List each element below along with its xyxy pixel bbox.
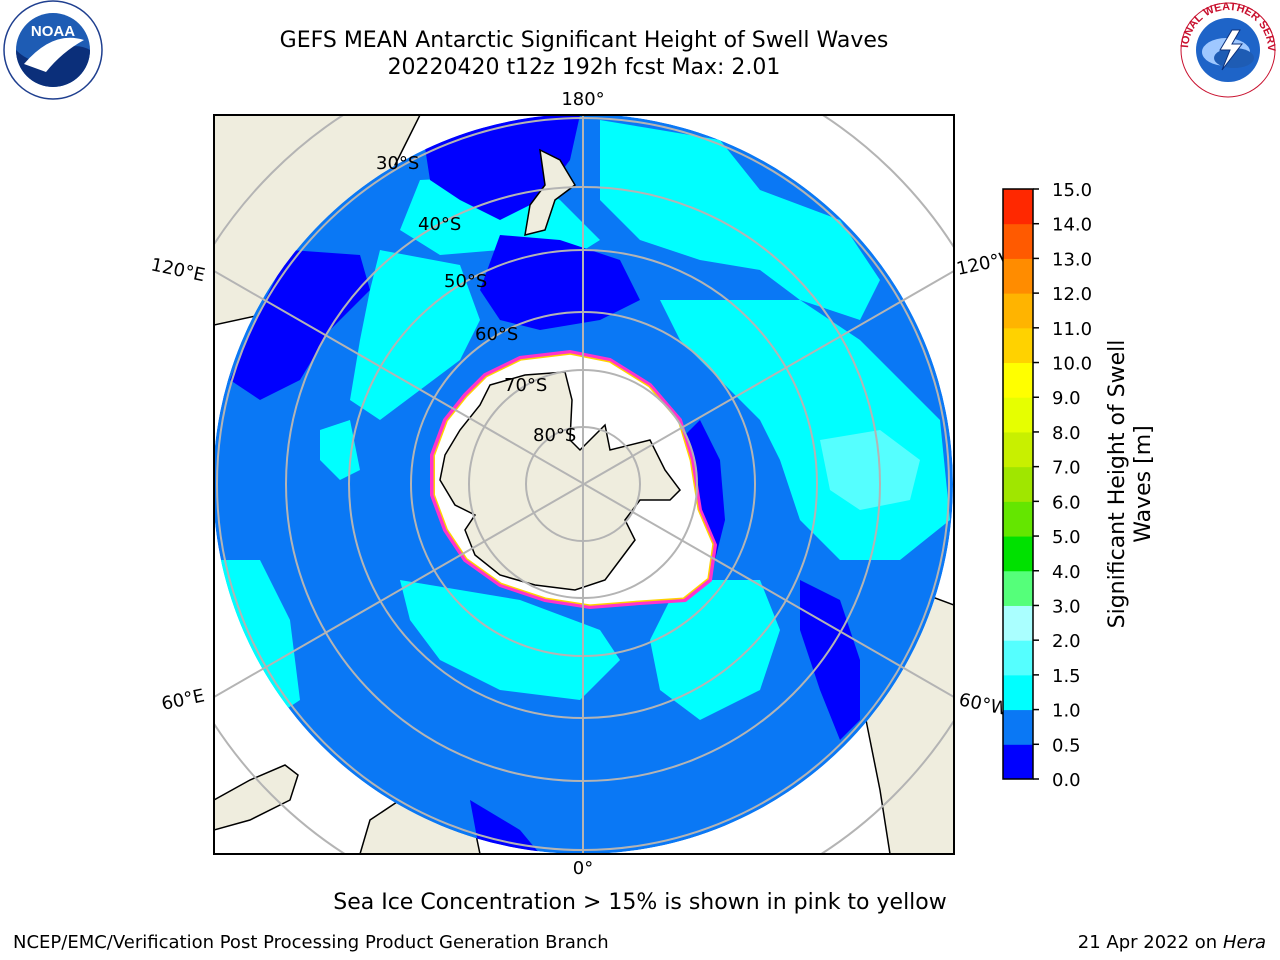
colorbar-swatch (1003, 536, 1033, 572)
colorbar-tick-label: 1.0 (1052, 701, 1081, 722)
footer-credit: NCEP/EMC/Verification Post Processing Pr… (13, 932, 609, 953)
colorbar-tick-label: 1.5 (1052, 666, 1081, 687)
noaa-logo-text: NOAA (31, 23, 75, 40)
colorbar-swatch (1003, 327, 1033, 364)
colorbar-swatch (1003, 744, 1033, 780)
colorbar-tick-label: 9.0 (1052, 388, 1081, 409)
lon-label-180: 180° (561, 89, 604, 110)
colorbar-swatch (1003, 640, 1033, 676)
colorbar-swatch (1003, 189, 1033, 225)
colorbar-swatch (1003, 501, 1033, 537)
colorbar-tick-label: 10.0 (1052, 354, 1092, 375)
lat-label-70s: 70°S (504, 375, 547, 396)
land-new-zealand (524, 148, 576, 237)
colorbar-tick-label: 14.0 (1052, 215, 1092, 236)
graticule (214, 115, 954, 854)
colorbar-tick-label: 8.0 (1052, 423, 1081, 444)
lat-label-40s: 40°S (418, 214, 461, 235)
colorbar-swatch (1003, 605, 1033, 641)
colorbar-swatch (1003, 431, 1033, 468)
latitude-labels: 30°S 40°S 50°S 60°S 70°S 80°S (376, 153, 576, 446)
lon-label-0: 0° (573, 858, 593, 879)
lat-label-80s: 80°S (533, 425, 576, 446)
lat-label-30s: 30°S (376, 153, 419, 174)
colorbar-tick-label: 6.0 (1052, 492, 1081, 513)
colorbar-swatch (1003, 293, 1033, 329)
colorbar-tick-label: 0.0 (1052, 770, 1081, 791)
land-antarctica (439, 371, 681, 591)
map-border (213, 114, 955, 855)
footer-date: 21 Apr 2022 on Hera (1078, 932, 1266, 953)
colorbar-label-line1: Significant Height of Swell (1105, 340, 1130, 629)
sea-ice-fringe (433, 353, 714, 606)
map-title: GEFS MEAN Antarctic Significant Height o… (279, 28, 889, 53)
noaa-logo: NOAA (3, 0, 103, 100)
colorbar-label-line2: Waves [m] (1131, 425, 1156, 542)
colorbar-swatch (1003, 570, 1033, 606)
colorbar-swatches (1003, 189, 1033, 780)
map-subtitle: 20220420 t12z 192h fcst Max: 2.01 (387, 55, 781, 80)
colorbar-tick-label: 4.0 (1052, 562, 1081, 583)
colorbar-swatch (1003, 362, 1033, 398)
lat-label-50s: 50°S (444, 271, 487, 292)
antarctica (430, 349, 718, 610)
colorbar-swatch (1003, 466, 1033, 502)
lat-label-60s: 60°S (475, 324, 518, 345)
nws-logo: NATIONAL WEATHER SERVICE (1176, 0, 1277, 98)
colorbar-border (1002, 188, 1034, 780)
colorbar-tick-label: 12.0 (1052, 284, 1092, 305)
ice-caption: Sea Ice Concentration > 15% is shown in … (333, 890, 947, 915)
colorbar-swatch (1003, 397, 1033, 433)
colorbar-tick-label: 0.5 (1052, 735, 1081, 756)
footer-date-text: 21 Apr 2022 on (1077, 932, 1223, 953)
footer-host: Hera (1222, 932, 1266, 953)
colorbar-tick-label: 3.0 (1052, 596, 1081, 617)
colorbar-ticks: 0.0 0.5 1.0 1.5 2.0 3.0 4.0 5.0 6.0 7.0 8.0 9.0 10.0… (1033, 180, 1092, 791)
colorbar-swatch (1003, 674, 1033, 711)
colorbar-tick-label: 5.0 (1052, 527, 1081, 548)
colorbar-tick-label: 2.0 (1052, 631, 1081, 652)
colorbar-tick-label: 13.0 (1052, 249, 1092, 270)
colorbar-swatch (1003, 709, 1033, 745)
colorbar-tick-label: 15.0 (1052, 180, 1092, 201)
colorbar-swatch (1003, 258, 1033, 294)
colorbar-tick-label: 7.0 (1052, 458, 1081, 479)
meridian-60e-120w (214, 270, 954, 698)
colorbar-tick-label: 11.0 (1052, 319, 1092, 340)
colorbar-swatch (1003, 223, 1033, 259)
